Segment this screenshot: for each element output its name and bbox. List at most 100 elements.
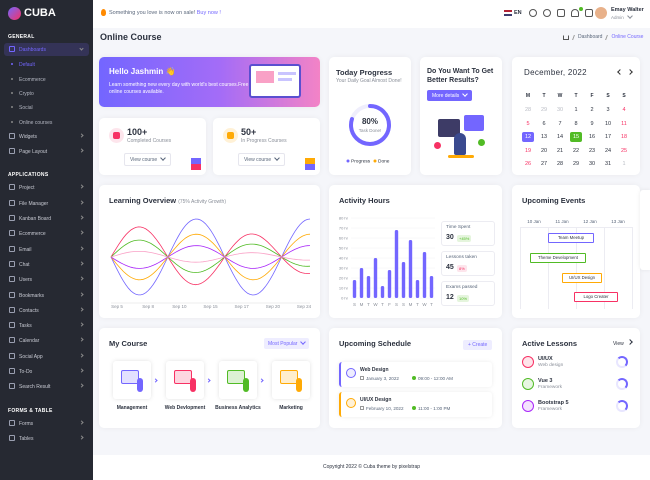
nav-item[interactable]: [4, 130, 89, 143]
calendar-day[interactable]: 11: [621, 120, 627, 127]
view-course-button[interactable]: View course: [238, 153, 286, 166]
calendar-day[interactable]: 14: [556, 134, 564, 140]
nav-icon: [9, 419, 15, 426]
nav-item[interactable]: [4, 319, 89, 332]
nav-item[interactable]: [4, 289, 89, 302]
calendar-day[interactable]: 21: [556, 147, 564, 154]
calendar-day[interactable]: 5: [526, 120, 530, 127]
section-title: GENERAL: [8, 34, 35, 40]
crumb-item[interactable]: Dashboard: [578, 34, 603, 40]
next-month[interactable]: [627, 69, 633, 75]
calendar-day[interactable]: 19: [524, 147, 532, 154]
chat-icon[interactable]: [585, 9, 593, 17]
schedule-time: 09:00 - 12:00 AM: [418, 376, 453, 381]
event[interactable]: Theme Development: [530, 253, 586, 263]
calendar-day[interactable]: 23: [588, 147, 596, 154]
calendar-day[interactable]: 26: [524, 161, 532, 167]
nav-dot: [11, 91, 13, 94]
crumb-item[interactable]: Online Course: [611, 34, 644, 40]
nav-subitem[interactable]: Crypto: [19, 90, 34, 97]
calendar-day[interactable]: 8: [574, 120, 578, 127]
avatar[interactable]: [595, 7, 607, 19]
calendar-day[interactable]: 29: [572, 161, 580, 167]
nav-subitem[interactable]: Social: [19, 105, 33, 112]
nav-item[interactable]: [4, 417, 89, 430]
calendar-day[interactable]: 12: [522, 132, 534, 142]
language[interactable]: EN: [514, 10, 522, 16]
calendar-day[interactable]: 28: [556, 161, 564, 167]
bar: [401, 262, 406, 298]
nav-subitem[interactable]: Ecommerce: [19, 76, 46, 83]
home-icon[interactable]: [563, 34, 569, 40]
schedule-item[interactable]: [339, 392, 492, 417]
nav-subitem[interactable]: Online courses: [19, 119, 53, 126]
bell-icon[interactable]: [571, 9, 579, 17]
nav-item[interactable]: [4, 365, 89, 378]
calendar-day[interactable]: 30: [556, 107, 564, 113]
lesson-title[interactable]: UI/UX: [538, 356, 553, 362]
calendar-day[interactable]: 24: [604, 147, 612, 154]
calendar-day[interactable]: 9: [590, 120, 594, 127]
calendar-day[interactable]: 29: [540, 107, 548, 113]
legend-dot: [373, 159, 377, 163]
fire-icon: [101, 9, 106, 16]
view-course-button[interactable]: View course: [124, 153, 172, 166]
nav-item[interactable]: [4, 258, 89, 271]
more-details-button[interactable]: More details: [427, 90, 473, 101]
filter-dropdown[interactable]: Most Popular: [264, 338, 310, 349]
theme-icon[interactable]: [543, 9, 551, 17]
event[interactable]: UI/UX Design: [562, 273, 602, 283]
calendar-day[interactable]: 17: [604, 134, 612, 140]
calendar-day[interactable]: 20: [540, 147, 548, 154]
calendar-day[interactable]: 15: [570, 132, 582, 142]
create-button[interactable]: + Create: [463, 340, 493, 350]
calendar-day[interactable]: 16: [588, 134, 596, 140]
calendar-day[interactable]: 6: [542, 120, 546, 127]
view-link[interactable]: View: [613, 339, 633, 347]
calendar-day[interactable]: 25: [620, 147, 628, 154]
event[interactable]: Team Meetup: [548, 233, 594, 243]
lesson-title[interactable]: Bootstrap 5: [538, 400, 569, 406]
nav-item[interactable]: [4, 43, 89, 56]
schedule-item[interactable]: [339, 362, 492, 387]
timeline-line: [604, 227, 605, 309]
lesson-title[interactable]: Vue 3: [538, 378, 553, 384]
nav-item[interactable]: [4, 273, 89, 286]
nav-item[interactable]: [4, 181, 89, 194]
buy-link[interactable]: Buy now !: [196, 10, 221, 16]
calendar-day[interactable]: 27: [540, 161, 548, 167]
calendar-day[interactable]: 3: [606, 107, 610, 113]
nav-label: Email: [19, 246, 32, 253]
calendar-day[interactable]: 18: [620, 134, 628, 140]
calendar-day[interactable]: 1: [574, 107, 578, 113]
calendar-day[interactable]: 28: [524, 107, 532, 113]
search-icon[interactable]: [529, 9, 537, 17]
event[interactable]: Logo Creater: [574, 292, 618, 302]
calendar-day[interactable]: 7: [558, 120, 562, 127]
calendar-day[interactable]: 4: [622, 107, 626, 113]
wave: [110, 251, 310, 263]
calendar-day[interactable]: 13: [540, 134, 548, 140]
calendar-day[interactable]: 22: [572, 147, 580, 154]
calendar-day[interactable]: 2: [590, 107, 594, 113]
course-tile[interactable]: [272, 361, 310, 399]
stat-icon: [109, 128, 124, 143]
nav-item[interactable]: [4, 432, 89, 445]
calendar-day[interactable]: 30: [588, 161, 596, 167]
nav-icon: [9, 383, 15, 390]
calendar-day[interactable]: 1: [622, 161, 626, 167]
course-tile[interactable]: [219, 361, 257, 399]
cart-icon[interactable]: [557, 9, 565, 17]
nav-item[interactable]: [4, 350, 89, 363]
calendar-day[interactable]: 10: [604, 120, 612, 127]
course-tile[interactable]: [113, 361, 151, 399]
calendar-day[interactable]: 31: [604, 161, 612, 167]
nav-item[interactable]: [4, 334, 89, 347]
course-tile[interactable]: [166, 361, 204, 399]
prev-month[interactable]: [617, 69, 623, 75]
nav-subitem[interactable]: Default: [19, 62, 35, 69]
nav-item[interactable]: [4, 243, 89, 256]
user-role: Admin: [611, 13, 633, 20]
nav-item[interactable]: [4, 304, 89, 317]
nav-item[interactable]: [4, 227, 89, 240]
